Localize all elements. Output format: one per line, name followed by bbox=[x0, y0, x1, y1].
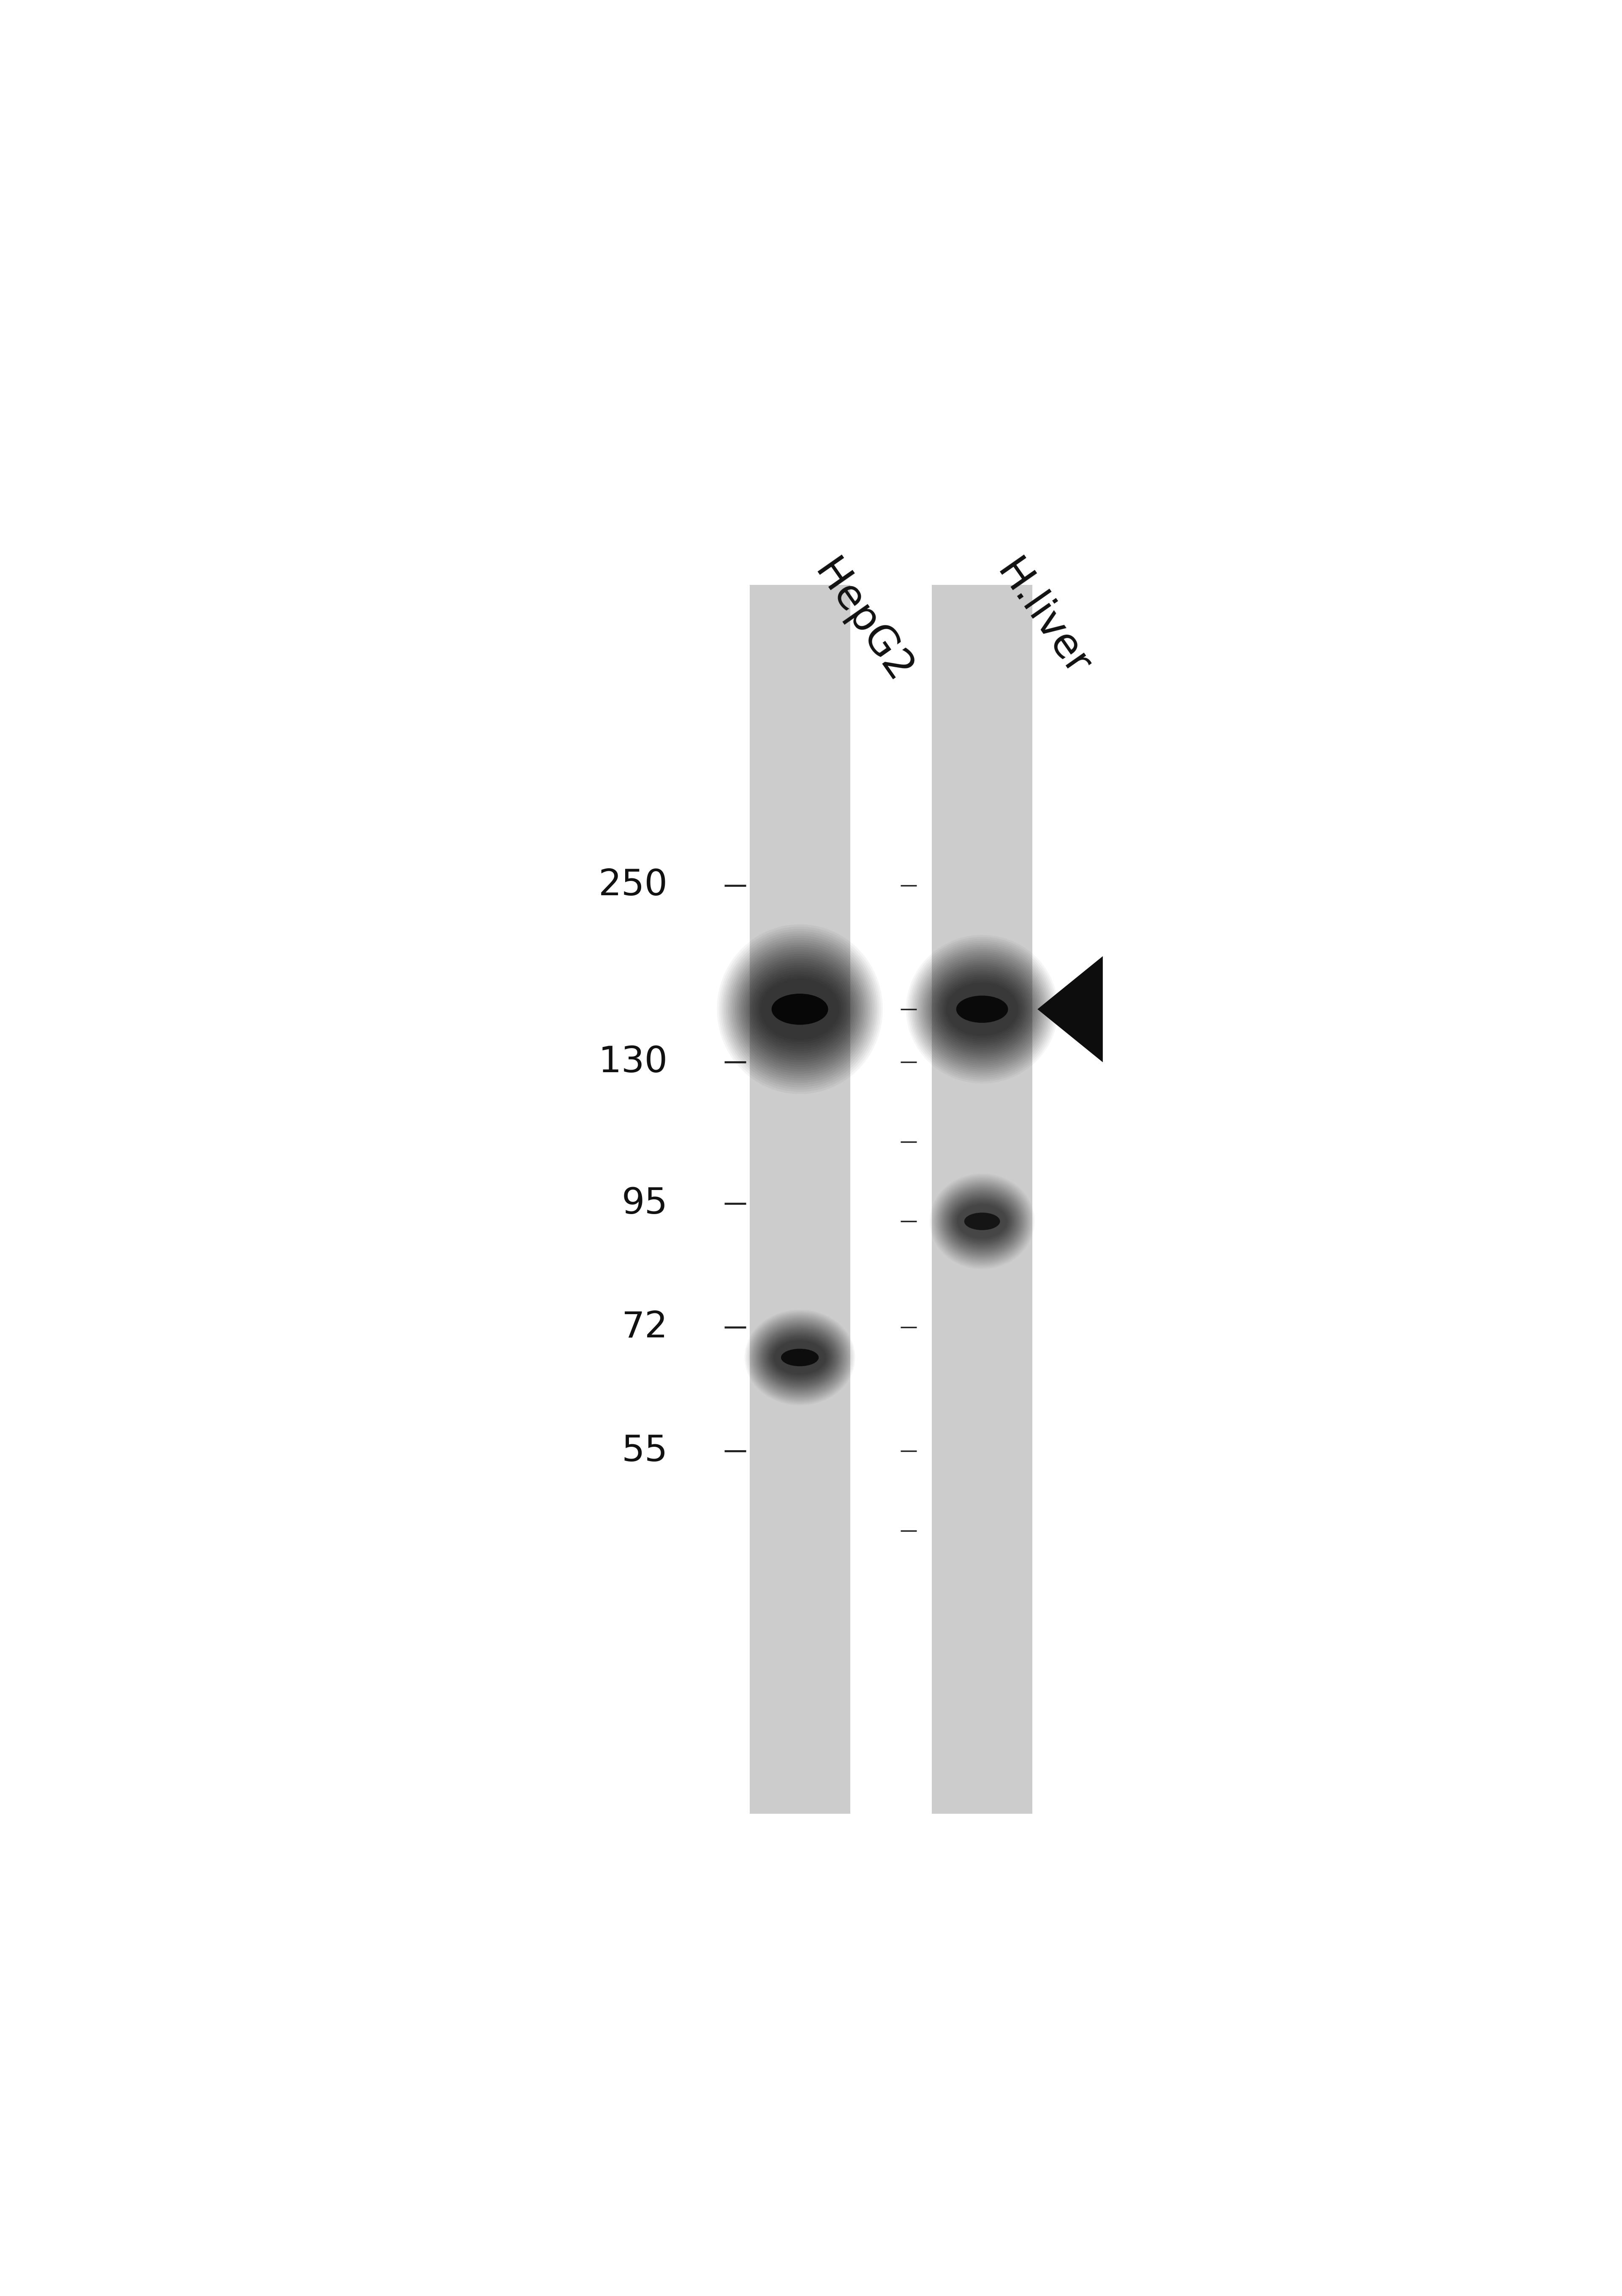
Ellipse shape bbox=[938, 974, 1027, 1047]
Ellipse shape bbox=[925, 957, 1040, 1061]
Ellipse shape bbox=[942, 978, 1022, 1040]
Ellipse shape bbox=[963, 1212, 1001, 1231]
Ellipse shape bbox=[764, 1329, 835, 1384]
Ellipse shape bbox=[767, 1334, 832, 1380]
Ellipse shape bbox=[950, 1196, 1014, 1247]
Ellipse shape bbox=[759, 976, 842, 1042]
Text: 95: 95 bbox=[621, 1187, 668, 1221]
Ellipse shape bbox=[955, 1203, 1009, 1240]
Ellipse shape bbox=[766, 1332, 835, 1384]
Bar bbox=[749, 585, 850, 1814]
Text: 55: 55 bbox=[621, 1433, 668, 1469]
Ellipse shape bbox=[748, 962, 852, 1056]
Bar bbox=[931, 585, 1032, 1814]
Text: HepG2: HepG2 bbox=[806, 553, 918, 691]
Ellipse shape bbox=[743, 955, 858, 1063]
Ellipse shape bbox=[772, 1339, 827, 1375]
Ellipse shape bbox=[736, 948, 863, 1070]
Ellipse shape bbox=[939, 974, 1025, 1045]
Ellipse shape bbox=[769, 1336, 830, 1380]
Ellipse shape bbox=[751, 967, 848, 1052]
Ellipse shape bbox=[926, 960, 1038, 1061]
Ellipse shape bbox=[931, 964, 1033, 1054]
Ellipse shape bbox=[936, 971, 1028, 1047]
Ellipse shape bbox=[770, 1336, 830, 1378]
Ellipse shape bbox=[761, 978, 839, 1040]
Ellipse shape bbox=[949, 1196, 1015, 1247]
Ellipse shape bbox=[766, 1332, 834, 1382]
Ellipse shape bbox=[732, 941, 868, 1077]
Ellipse shape bbox=[772, 994, 829, 1024]
Ellipse shape bbox=[923, 955, 1041, 1063]
Ellipse shape bbox=[761, 1327, 839, 1387]
Ellipse shape bbox=[761, 1327, 840, 1389]
Ellipse shape bbox=[952, 1199, 1012, 1244]
Ellipse shape bbox=[780, 1348, 819, 1366]
Ellipse shape bbox=[733, 944, 866, 1075]
Ellipse shape bbox=[933, 967, 1032, 1052]
Ellipse shape bbox=[738, 951, 861, 1068]
Ellipse shape bbox=[929, 962, 1035, 1056]
Ellipse shape bbox=[955, 1201, 1009, 1242]
Ellipse shape bbox=[946, 983, 1019, 1035]
Text: 72: 72 bbox=[621, 1311, 668, 1345]
Ellipse shape bbox=[753, 969, 847, 1049]
Ellipse shape bbox=[757, 974, 843, 1045]
Ellipse shape bbox=[954, 1201, 1011, 1242]
Ellipse shape bbox=[957, 1203, 1007, 1238]
Ellipse shape bbox=[944, 980, 1020, 1038]
Ellipse shape bbox=[746, 960, 853, 1058]
Text: H.liver: H.liver bbox=[988, 553, 1096, 684]
Ellipse shape bbox=[770, 1339, 829, 1378]
Polygon shape bbox=[1038, 955, 1103, 1063]
Ellipse shape bbox=[928, 960, 1036, 1058]
Ellipse shape bbox=[744, 957, 856, 1061]
Ellipse shape bbox=[952, 1199, 1012, 1244]
Ellipse shape bbox=[740, 953, 860, 1065]
Ellipse shape bbox=[934, 969, 1030, 1049]
Text: 250: 250 bbox=[599, 868, 668, 902]
Ellipse shape bbox=[735, 946, 865, 1072]
Ellipse shape bbox=[957, 996, 1007, 1022]
Ellipse shape bbox=[774, 1341, 826, 1375]
Ellipse shape bbox=[754, 971, 845, 1047]
Ellipse shape bbox=[749, 964, 850, 1054]
Ellipse shape bbox=[759, 1325, 840, 1389]
Text: 130: 130 bbox=[599, 1045, 668, 1079]
Ellipse shape bbox=[762, 1329, 837, 1387]
Ellipse shape bbox=[941, 976, 1023, 1042]
